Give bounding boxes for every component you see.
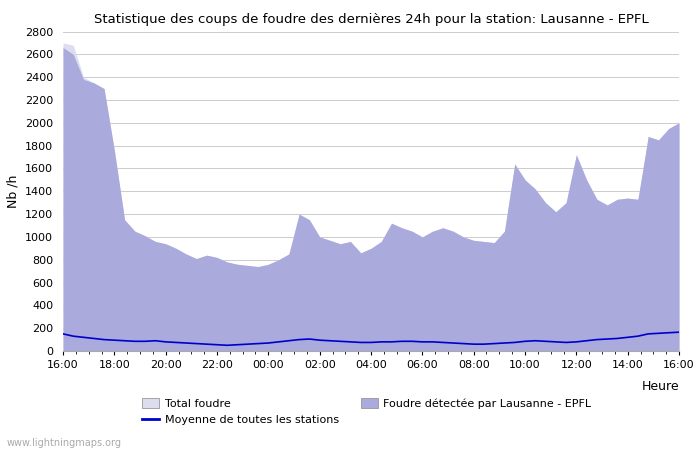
Legend: Total foudre, Moyenne de toutes les stations, Foudre détectée par Lausanne - EPF: Total foudre, Moyenne de toutes les stat… xyxy=(143,398,592,425)
Y-axis label: Nb /h: Nb /h xyxy=(6,175,20,208)
Title: Statistique des coups de foudre des dernières 24h pour la station: Lausanne - EP: Statistique des coups de foudre des dern… xyxy=(94,13,648,26)
Text: Heure: Heure xyxy=(641,380,679,393)
Text: www.lightningmaps.org: www.lightningmaps.org xyxy=(7,438,122,448)
